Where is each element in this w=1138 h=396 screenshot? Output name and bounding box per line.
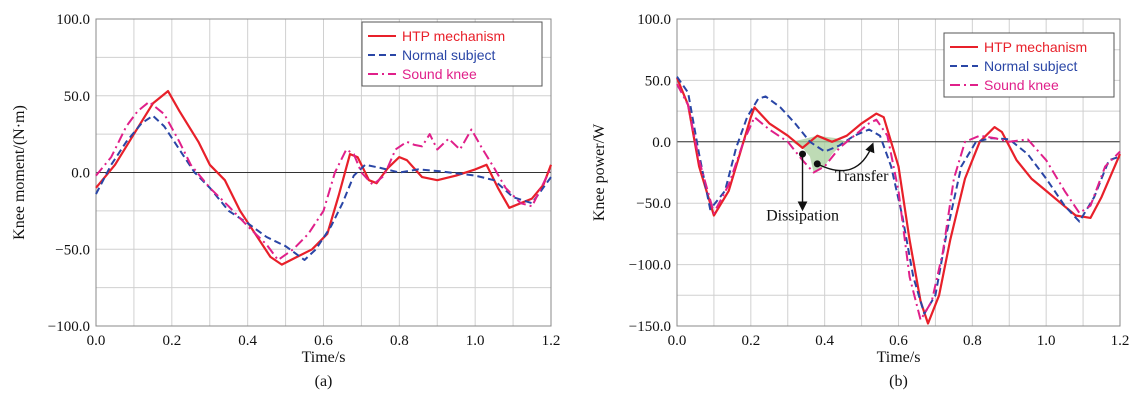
y-tick-label: 0.0 [71,166,90,182]
dissipation-label: Dissipation [766,207,839,224]
chart-panel-b: 0.0 0.2 0.4 0.6 0.8 1.0 1.2 100.0 50.0 0.0 −50.0 −1… [591,12,1129,390]
plot-frame [95,18,552,327]
series-line-sound-knee [676,83,1121,321]
x-tick-label: 0.8 [963,333,982,349]
x-tick-label: 0.6 [314,333,333,349]
x-axis-label: Time/s [877,349,921,366]
x-tick-label: 0.0 [87,333,106,349]
transfer-arrow [816,142,875,172]
y-tick-label: −100.0 [629,258,671,274]
x-tick-label: 0.0 [668,333,687,349]
legend-label: Sound knee [984,77,1059,93]
x-tick-label: 0.8 [390,333,409,349]
x-tick-label: 0.4 [238,333,257,349]
legend-label: Normal subject [984,58,1077,74]
chart-panel-a: 0.0 0.2 0.4 0.6 0.8 1.0 1.2 100.0 50.0 0.0 −50.0 −1… [11,12,560,390]
y-tick-label: −100.0 [48,319,90,335]
y-tick-label: 50.0 [645,73,671,89]
x-tick-label: 1.2 [1111,333,1130,349]
x-tick-label: 0.2 [741,333,760,349]
legend-label: HTP mechanism [402,28,505,44]
x-tick-label: 1.2 [542,333,561,349]
series-line-normal-subject [95,114,552,261]
x-tick-label: 1.0 [1037,333,1056,349]
x-tick-label: 0.2 [162,333,181,349]
plot-frame [676,18,1121,327]
legend-label: Normal subject [402,47,495,63]
y-axis-label: Knee power/W [591,123,608,221]
x-tick-label: 0.6 [889,333,908,349]
legend-label: HTP mechanism [984,39,1087,55]
y-tick-label: 100.0 [56,12,90,28]
panel-label: (b) [889,373,908,390]
transfer-label: Transfer [835,168,889,185]
legend-label: Sound knee [402,66,477,82]
x-tick-label: 0.4 [815,333,834,349]
y-tick-label: 100.0 [637,12,671,28]
panel-label: (a) [315,373,333,390]
series-line-htp-mechanism [95,90,553,266]
y-tick-label: −150.0 [629,319,671,335]
y-tick-label: −50.0 [55,242,90,258]
y-tick-label: 50.0 [64,89,90,105]
x-tick-label: 1.0 [466,333,485,349]
x-axis-label: Time/s [302,349,346,366]
series-line-normal-subject [676,76,1121,315]
y-tick-label: 0.0 [652,135,671,151]
y-axis-label: Knee moment/(N·m) [11,105,28,240]
series-line-htp-mechanism [675,77,1122,325]
series-line-sound-knee [95,100,552,261]
y-tick-label: −50.0 [636,196,671,212]
